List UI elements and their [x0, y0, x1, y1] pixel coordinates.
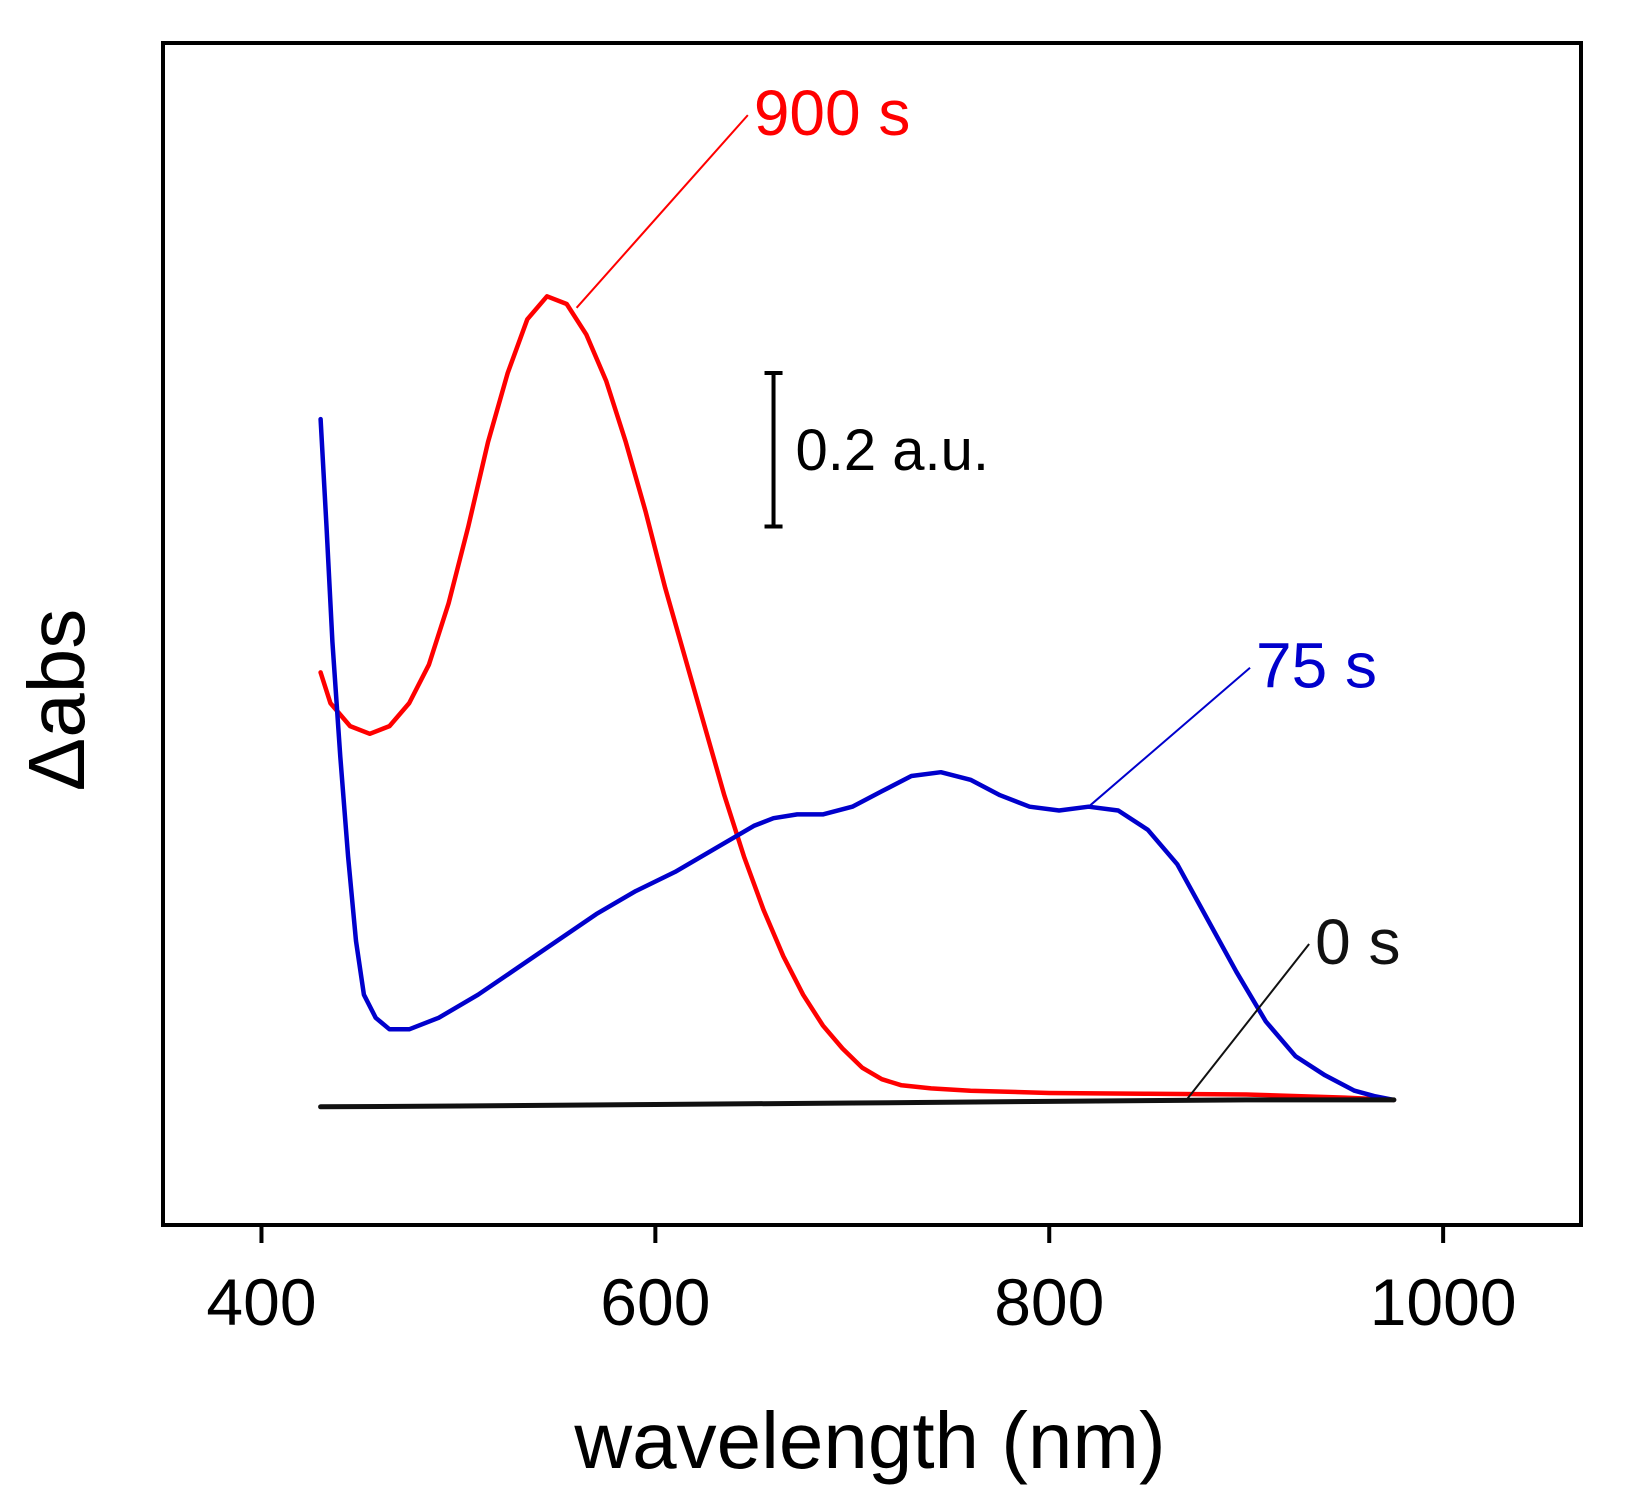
x-tick-label-600: 600 [600, 1265, 710, 1339]
scale-bar-label: 0.2 a.u. [796, 418, 989, 483]
scale-bar: 0.2 a.u. [764, 371, 989, 529]
x-axis-ticks: 400 600 800 1000 [206, 1225, 1517, 1339]
y-axis-label: Δabs [12, 609, 101, 791]
x-tick-label-800: 800 [994, 1265, 1104, 1339]
annotation-leader-1 [1087, 666, 1251, 808]
series-annotations: 900 s 75 s 0 s [575, 77, 1401, 1100]
x-tick-label-400: 400 [206, 1265, 316, 1339]
annotation-leader-0 [575, 114, 749, 309]
x-axis-label: wavelength (nm) [573, 1396, 1165, 1485]
annotation-label-0: 900 s [754, 77, 911, 149]
plot-frame [161, 41, 1583, 1227]
series-line-900s [318, 294, 1397, 1103]
x-tick-label-1000: 1000 [1370, 1265, 1517, 1339]
series-line-75s [318, 416, 1397, 1103]
annotation-leader-2 [1186, 943, 1310, 1100]
spectra-lines [318, 294, 1397, 1110]
series-line-0s [318, 1097, 1397, 1110]
annotation-label-2: 0 s [1315, 906, 1400, 978]
annotation-label-1: 75 s [1256, 630, 1377, 702]
